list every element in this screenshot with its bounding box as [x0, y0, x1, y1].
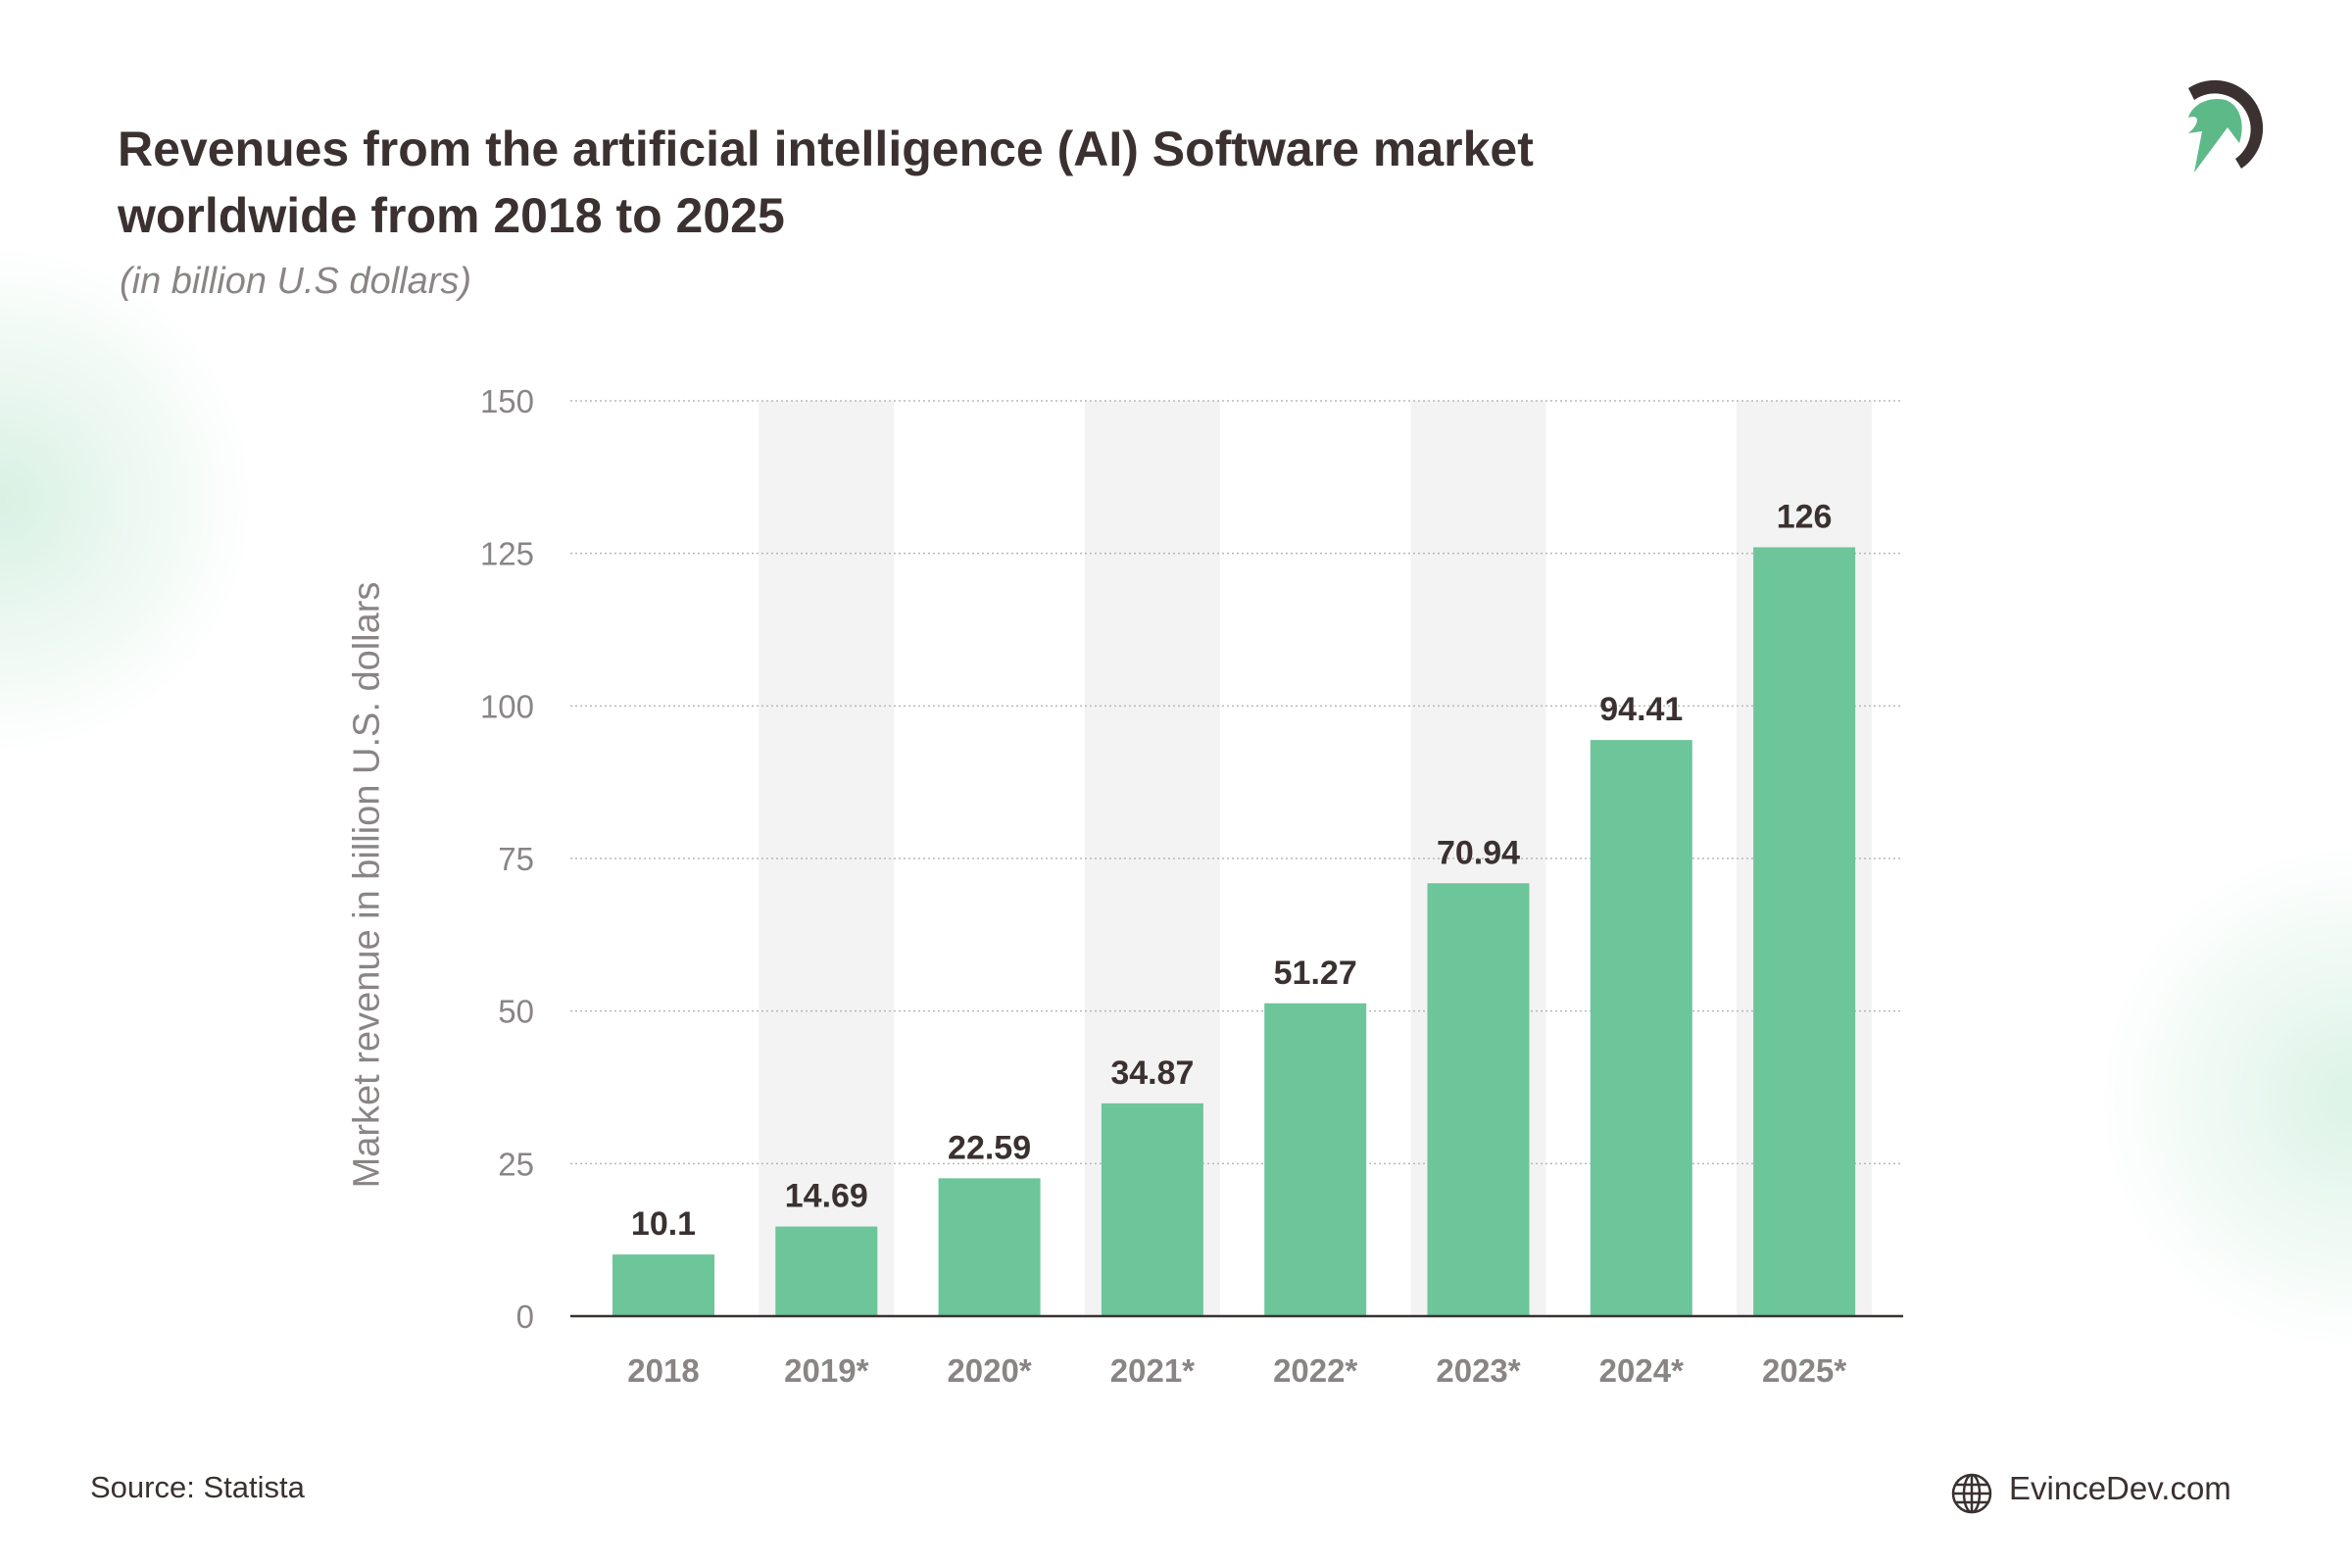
x-tick-label: 2022* — [1273, 1352, 1357, 1389]
data-label: 70.94 — [1437, 834, 1520, 871]
data-label: 14.69 — [785, 1178, 868, 1215]
y-tick-label: 125 — [480, 536, 534, 572]
chart-title: Revenues from the artificial intelligenc… — [118, 122, 1534, 243]
y-tick-label: 50 — [498, 994, 534, 1030]
website-link[interactable]: EvinceDev.com — [2009, 1470, 2231, 1506]
x-tick-label: 2018 — [627, 1352, 699, 1389]
data-label: 94.41 — [1599, 691, 1683, 728]
globe-icon — [1951, 1473, 1992, 1514]
bar — [938, 1178, 1041, 1316]
y-tick-label: 75 — [498, 841, 534, 877]
data-label: 22.59 — [948, 1129, 1031, 1166]
background-glow — [2078, 843, 2352, 1352]
bar — [1101, 1102, 1203, 1316]
data-label: 34.87 — [1110, 1054, 1194, 1092]
evincedev-logo — [2188, 79, 2264, 172]
x-tick-label: 2021* — [1110, 1352, 1195, 1389]
y-tick-label: 0 — [516, 1298, 534, 1335]
data-label: 126 — [1777, 498, 1833, 535]
chart-subtitle: (in billion U.S dollars) — [120, 261, 472, 302]
background-glow — [0, 245, 294, 755]
y-tick-label: 150 — [480, 383, 534, 419]
data-label: 51.27 — [1274, 955, 1357, 992]
bar — [612, 1254, 714, 1316]
bar — [1753, 547, 1856, 1316]
bar — [1590, 740, 1692, 1316]
source-note: Source: Statista — [90, 1470, 305, 1504]
x-tick-label: 2023* — [1436, 1352, 1520, 1389]
bar — [1427, 883, 1530, 1316]
x-tick-label: 2019* — [784, 1352, 868, 1389]
y-tick-label: 25 — [498, 1146, 534, 1182]
y-tick-label: 100 — [480, 688, 534, 724]
x-tick-label: 2024* — [1599, 1352, 1684, 1389]
bar — [775, 1226, 878, 1316]
x-tick-label: 2020* — [947, 1352, 1031, 1389]
x-tick-label: 2025* — [1762, 1352, 1846, 1389]
bar — [1264, 1003, 1367, 1316]
data-label: 10.1 — [631, 1205, 696, 1243]
